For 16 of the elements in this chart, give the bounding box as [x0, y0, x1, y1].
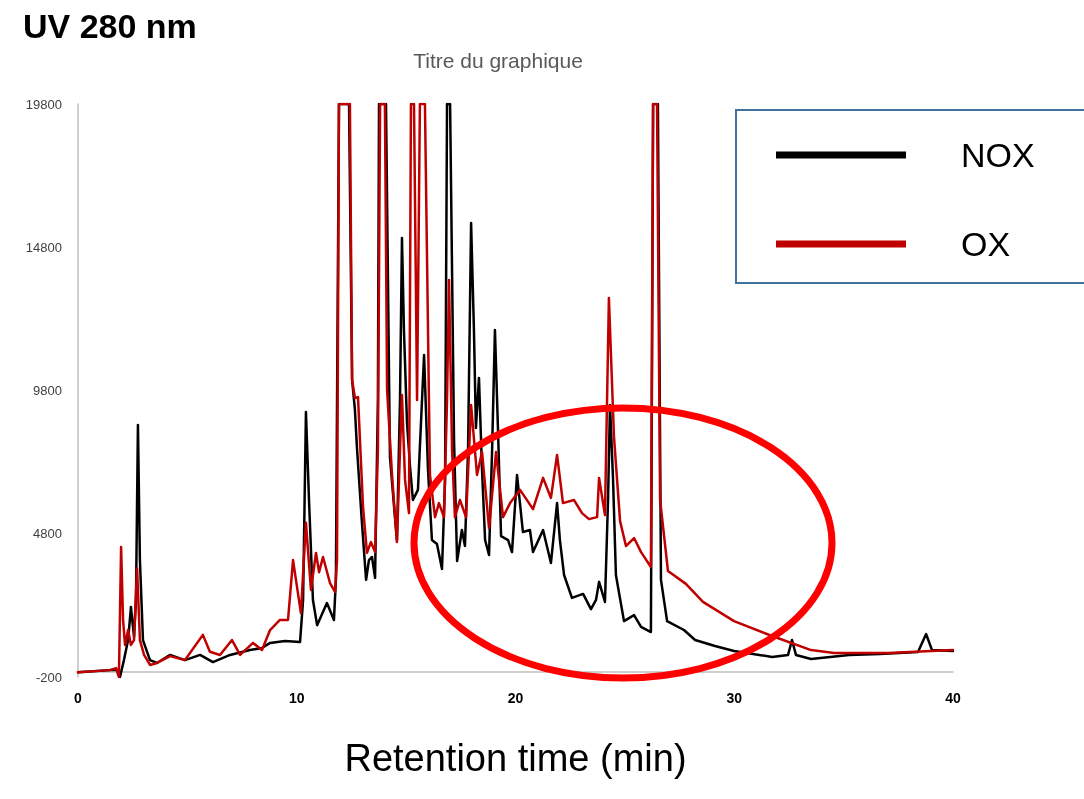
y-tick-label: -200	[35, 669, 62, 685]
x-tick-label: 30	[726, 690, 743, 706]
y-tick-label: 14800	[25, 239, 62, 255]
x-tick-label: 0	[74, 690, 83, 706]
x-tick-label: 40	[945, 690, 961, 706]
chart-title: UV 280 nm	[23, 7, 197, 45]
y-tick-label: 9800	[33, 383, 62, 398]
x-tick-label: 10	[288, 690, 305, 706]
chart-subtitle: Titre du graphique	[413, 49, 583, 72]
x-tick-label: 20	[507, 690, 524, 706]
y-tick-label: 19800	[25, 96, 62, 112]
legend-label: OX	[961, 225, 1011, 263]
legend-label: NOX	[961, 136, 1035, 174]
y-tick-label: 4800	[33, 526, 62, 542]
x-axis-title: Retention time (min)	[344, 737, 687, 779]
line-series	[76, 102, 955, 679]
